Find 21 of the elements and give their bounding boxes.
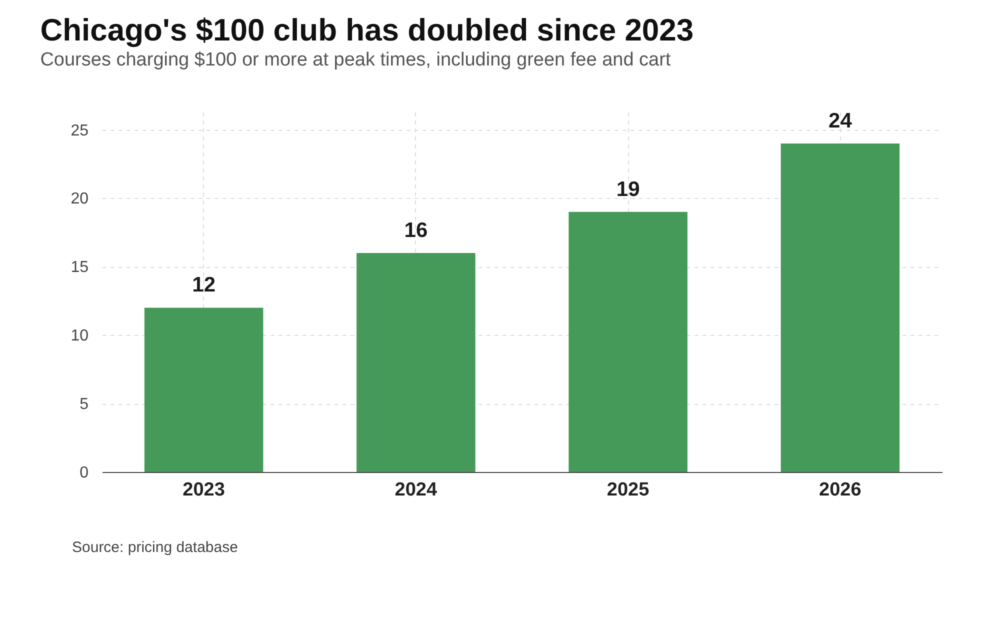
x-tick-label: 2025 [606, 480, 650, 500]
y-tick-label: 20 [70, 190, 89, 208]
bar [144, 308, 264, 472]
chart-title: Chicago's $100 club has doubled since 2023 [40, 12, 694, 48]
y-tick-label: 5 [80, 396, 89, 414]
data-label: 19 [616, 178, 640, 201]
bar [568, 212, 688, 472]
y-tick-label: 15 [70, 259, 89, 276]
data-label: 12 [192, 274, 216, 297]
source-note: Source: pricing database [72, 539, 238, 556]
x-tick-label: 2026 [819, 480, 862, 500]
x-tick-label: 2024 [394, 480, 438, 500]
y-tick-label: 0 [80, 464, 89, 482]
data-label: 16 [404, 218, 428, 242]
x-tick-label: 2023 [182, 480, 225, 500]
bar [780, 143, 900, 472]
bar [356, 252, 476, 472]
y-tick-label: 10 [70, 328, 89, 345]
data-label: 24 [828, 109, 852, 132]
chart-subtitle: Courses charging $100 or more at peak times, including green fee and cart [40, 49, 672, 70]
y-tick-label: 25 [70, 122, 89, 140]
